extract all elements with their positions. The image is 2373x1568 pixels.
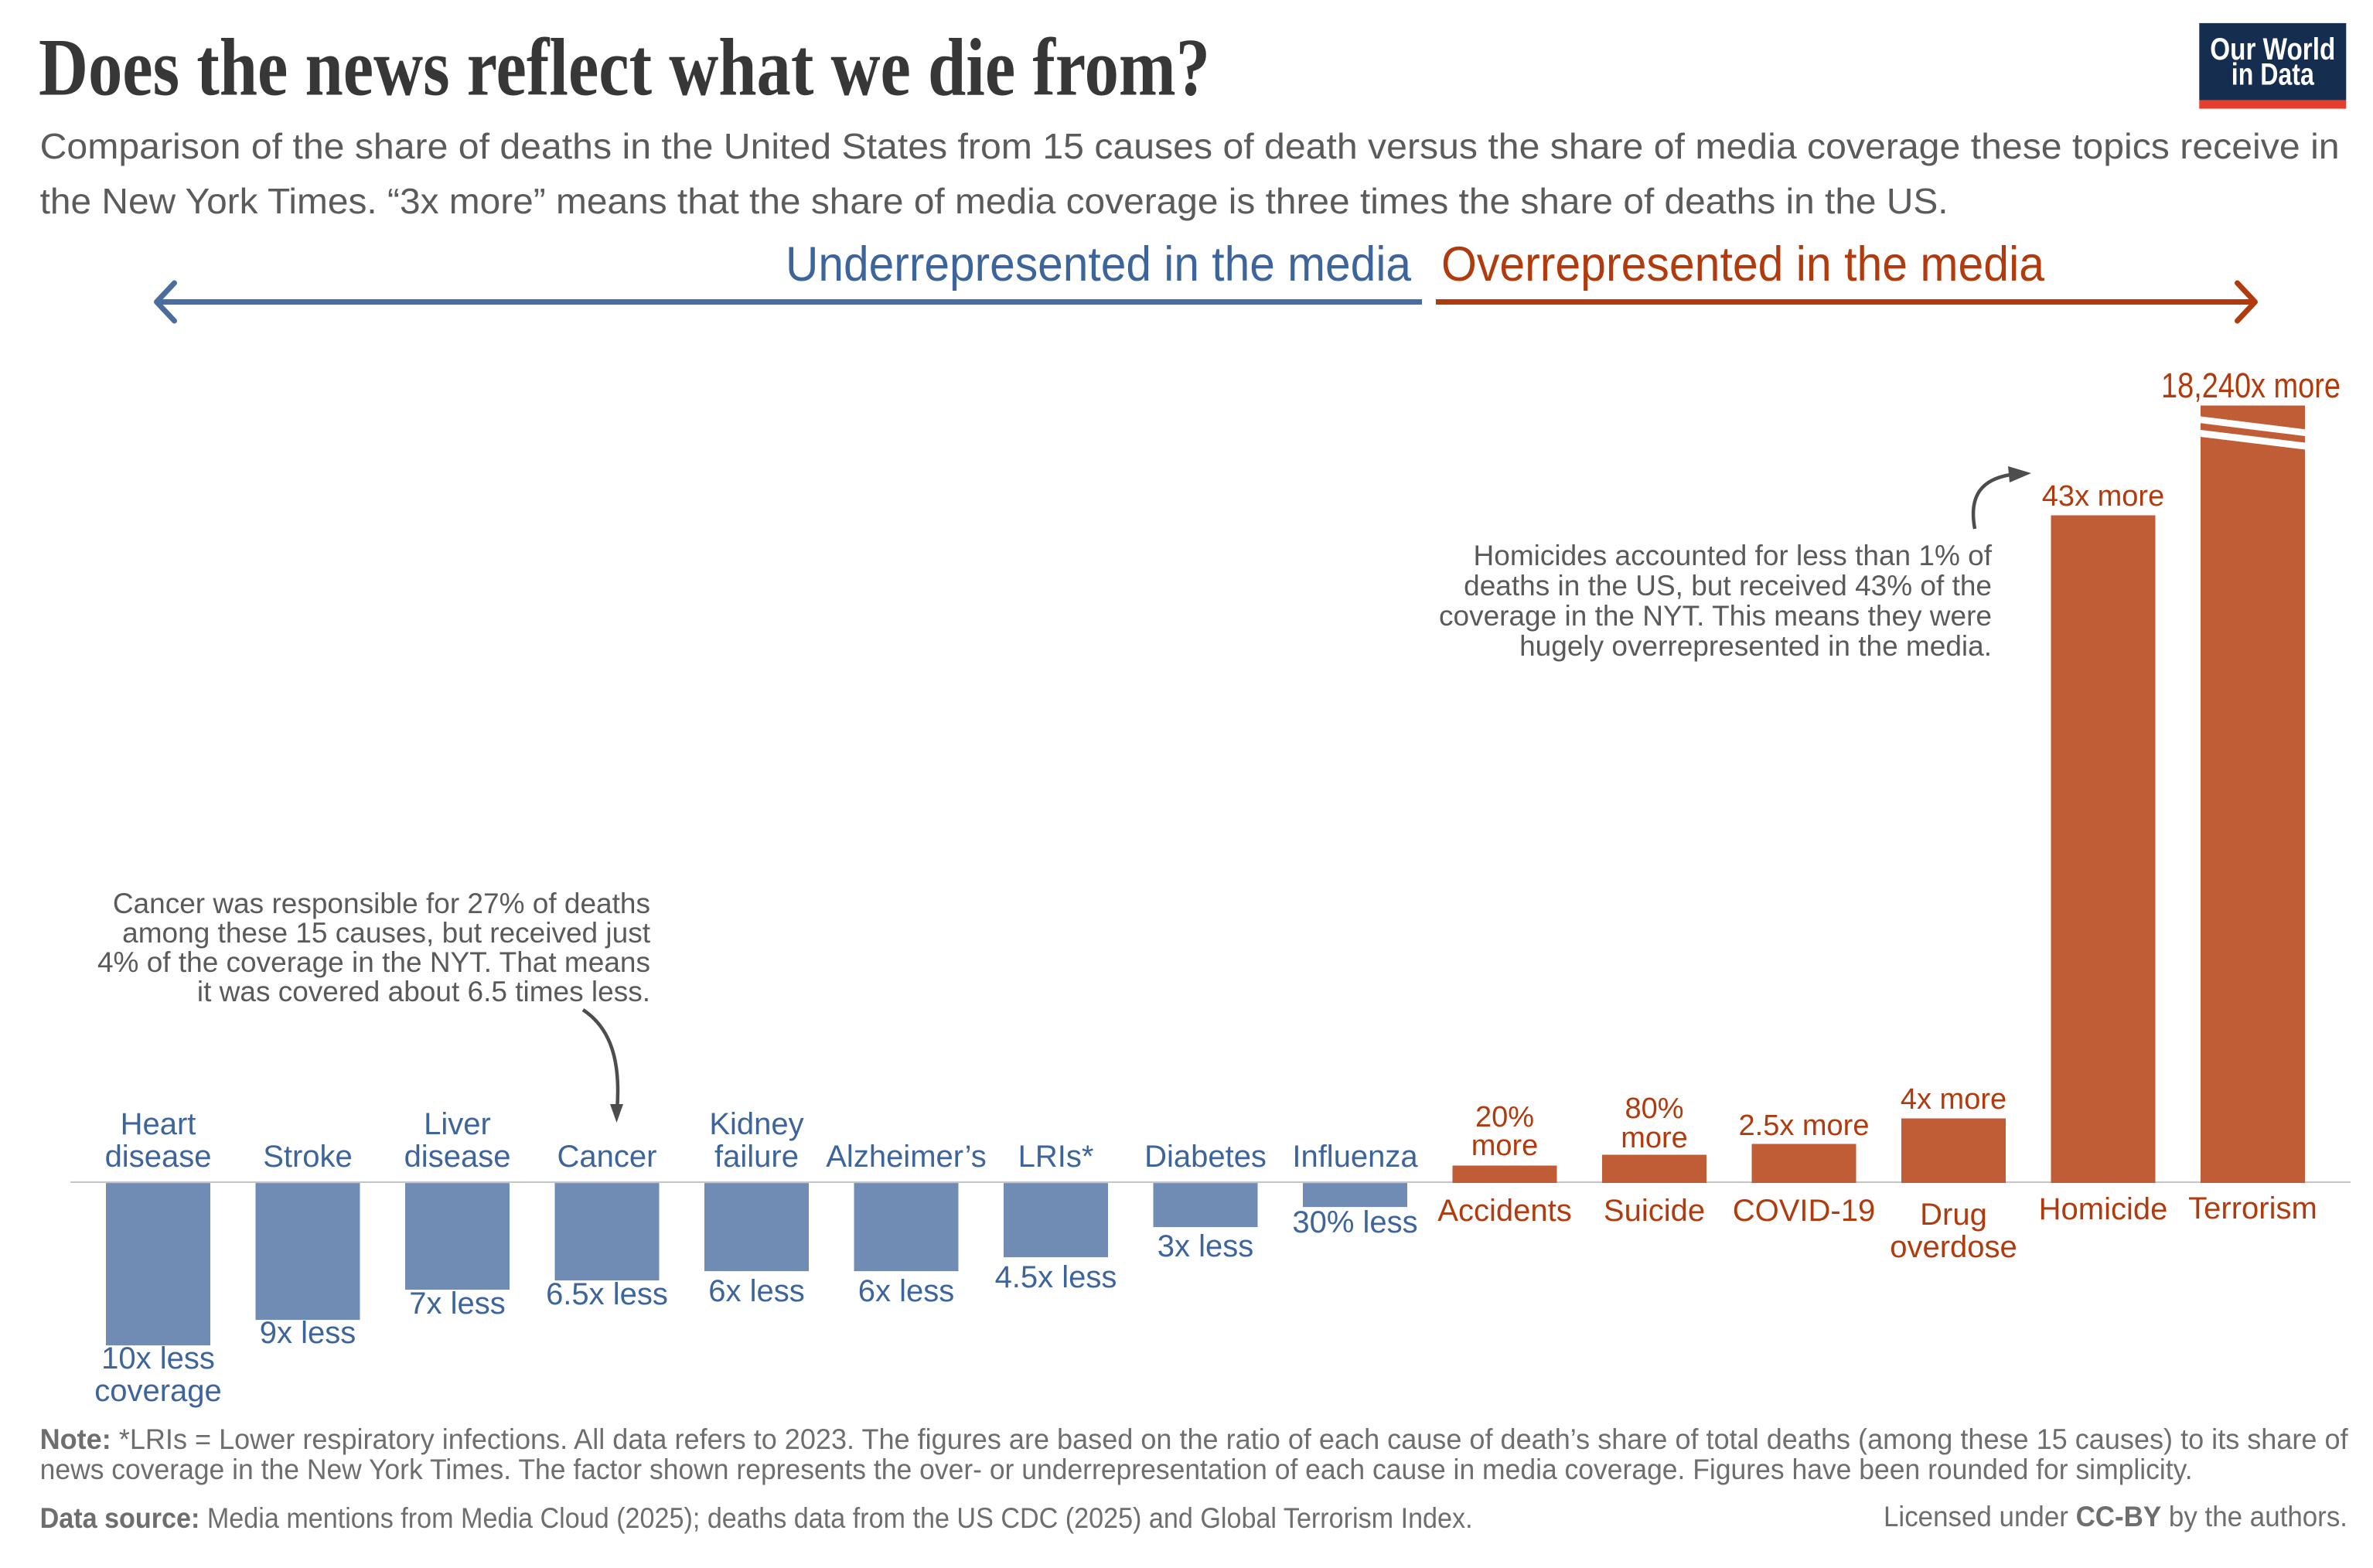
- svg-text:2.5x more: 2.5x more: [1739, 1110, 1870, 1142]
- svg-text:7x less: 7x less: [409, 1287, 506, 1321]
- svg-text:among these 15 causes, but rec: among these 15 causes, but received just: [122, 917, 651, 949]
- svg-text:Cancer was responsible for 27%: Cancer was responsible for 27% of deaths: [113, 888, 650, 919]
- svg-text:Accidents: Accidents: [1437, 1194, 1571, 1228]
- svg-text:coverage in the NYT. This mean: coverage in the NYT. This means they wer…: [1439, 600, 1992, 632]
- svg-text:Licensed under CC-BY by the au: Licensed under CC-BY by the authors.: [1884, 1501, 2347, 1532]
- svg-text:more: more: [1471, 1130, 1539, 1162]
- svg-text:disease: disease: [105, 1140, 212, 1174]
- svg-text:Comparison of the share of dea: Comparison of the share of deaths in the…: [40, 126, 2340, 166]
- svg-text:Drug: Drug: [1920, 1198, 1987, 1232]
- svg-text:Underrepresented in the media: Underrepresented in the media: [786, 237, 1412, 291]
- svg-text:Does the news reflect what we: Does the news reflect what we die from?: [39, 22, 1210, 112]
- svg-text:Data source: Media mentions fr: Data source: Media mentions from Media C…: [40, 1502, 1473, 1534]
- svg-text:Terrorism: Terrorism: [2188, 1191, 2317, 1225]
- svg-text:LRIs*: LRIs*: [1018, 1140, 1094, 1174]
- svg-text:3x less: 3x less: [1158, 1229, 1254, 1263]
- svg-text:9x less: 9x less: [260, 1316, 356, 1350]
- svg-text:43x more: 43x more: [2042, 480, 2164, 513]
- svg-text:Homicides accounted for less t: Homicides accounted for less than 1% of: [1474, 540, 1993, 571]
- svg-text:10x less: 10x less: [101, 1341, 215, 1375]
- svg-text:Alzheimer’s: Alzheimer’s: [826, 1140, 986, 1174]
- svg-text:hugely overrepresented in the: hugely overrepresented in the media.: [1519, 630, 1992, 662]
- svg-text:the New York Times. “3x more”: the New York Times. “3x more” means that…: [40, 181, 1949, 221]
- svg-text:Kidney: Kidney: [709, 1107, 803, 1141]
- svg-text:Liver: Liver: [424, 1107, 491, 1141]
- svg-text:Note: *LRIs = Lower respirator: Note: *LRIs = Lower respiratory infectio…: [40, 1423, 2349, 1455]
- svg-text:Our World: Our World: [2210, 32, 2335, 66]
- svg-text:6x less: 6x less: [708, 1274, 805, 1308]
- svg-text:coverage: coverage: [94, 1374, 222, 1408]
- svg-text:6.5x less: 6.5x less: [546, 1277, 668, 1311]
- svg-text:4x more: 4x more: [1901, 1083, 2006, 1116]
- svg-text:20%: 20%: [1475, 1101, 1534, 1133]
- svg-text:4.5x less: 4.5x less: [995, 1260, 1117, 1294]
- svg-text:80%: 80%: [1625, 1092, 1683, 1125]
- svg-text:Overrepresented in the media: Overrepresented in the media: [1441, 237, 2045, 291]
- svg-text:in Data: in Data: [2232, 58, 2315, 92]
- svg-text:COVID-19: COVID-19: [1733, 1194, 1876, 1228]
- svg-text:Homicide: Homicide: [2039, 1192, 2168, 1226]
- svg-text:6x less: 6x less: [858, 1274, 955, 1308]
- svg-text:deaths in the US, but received: deaths in the US, but received 43% of th…: [1464, 570, 1992, 602]
- svg-text:more: more: [1621, 1122, 1688, 1154]
- svg-text:30% less: 30% less: [1292, 1205, 1417, 1239]
- svg-text:Suicide: Suicide: [1604, 1194, 1705, 1228]
- svg-text:Heart: Heart: [121, 1107, 196, 1141]
- svg-text:Influenza: Influenza: [1292, 1140, 1418, 1174]
- svg-text:failure: failure: [714, 1140, 799, 1174]
- svg-text:Stroke: Stroke: [263, 1140, 353, 1174]
- svg-text:4% of the coverage in the NYT.: 4% of the coverage in the NYT. That mean…: [97, 946, 650, 978]
- svg-text:overdose: overdose: [1890, 1230, 2017, 1264]
- svg-text:disease: disease: [404, 1140, 511, 1174]
- svg-text:it was covered about 6.5 times: it was covered about 6.5 times less.: [197, 976, 650, 1007]
- svg-text:Cancer: Cancer: [557, 1140, 657, 1174]
- svg-text:Diabetes: Diabetes: [1144, 1140, 1267, 1174]
- svg-text:news coverage in the New York: news coverage in the New York Times. The…: [40, 1454, 2193, 1485]
- svg-text:18,240x more: 18,240x more: [2161, 366, 2341, 405]
